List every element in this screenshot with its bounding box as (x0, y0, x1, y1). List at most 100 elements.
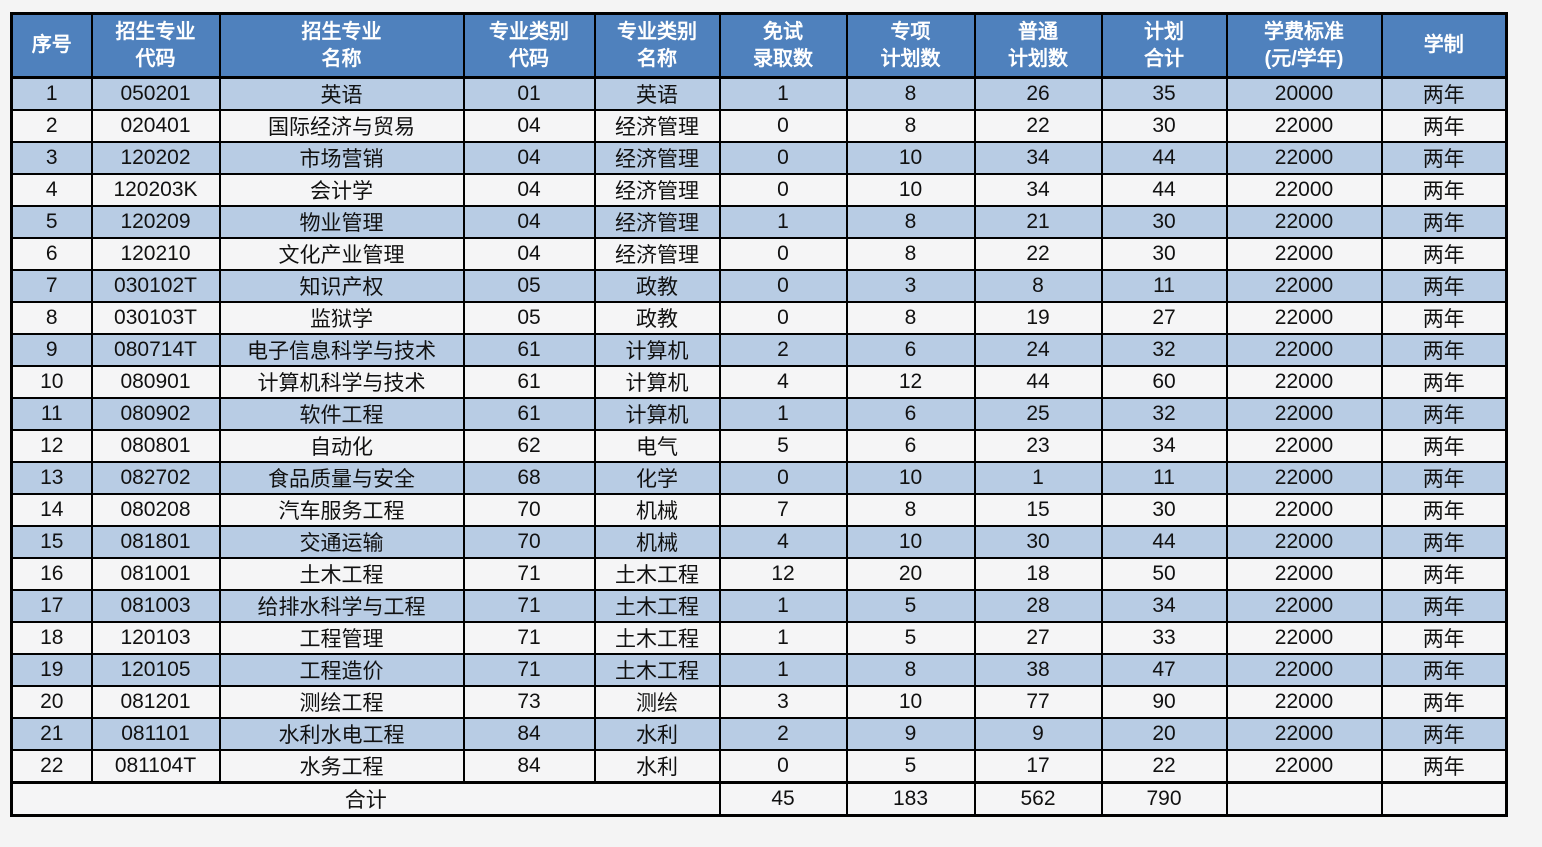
cell-regular-count: 17 (973, 749, 1103, 784)
table-row: 2 020401 国际经济与贸易 04 经济管理 0 8 22 30 22000 两年 (10, 109, 1508, 143)
header-plan-total: 计划 合计 (1100, 12, 1228, 79)
table-row: 15 081801 交通运输 70 机械 4 10 30 44 22000 两年 (10, 525, 1508, 559)
cell-major-code: 020401 (90, 109, 221, 143)
cell-major-code: 030103T (90, 301, 221, 335)
total-row: 合计 45 183 562 790 (10, 781, 1508, 817)
cell-major-code: 082702 (90, 461, 221, 495)
cell-special-count: 8 (845, 76, 976, 111)
cell-category-name: 化学 (593, 461, 721, 495)
cell-plan-total: 33 (1100, 621, 1228, 655)
total-cell-tuition (1225, 781, 1383, 817)
cell-major-code: 080208 (90, 493, 221, 527)
cell-major-name: 会计学 (218, 173, 465, 207)
table-row: 10 080901 计算机科学与技术 61 计算机 4 12 44 60 22000 两年 (10, 365, 1508, 399)
header-regular-count: 普通 计划数 (973, 12, 1103, 79)
cell-major-name: 市场营销 (218, 141, 465, 175)
cell-tuition: 22000 (1225, 525, 1383, 559)
cell-plan-total: 30 (1100, 237, 1228, 271)
cell-major-name: 知识产权 (218, 269, 465, 303)
header-special-count: 专项 计划数 (845, 12, 976, 79)
cell-major-name: 水务工程 (218, 749, 465, 784)
cell-exempt-count: 1 (718, 653, 848, 687)
cell-category-name: 水利 (593, 717, 721, 751)
cell-seq: 6 (10, 237, 93, 271)
cell-category-code: 01 (462, 76, 596, 111)
cell-major-code: 080902 (90, 397, 221, 431)
cell-major-code: 081104T (90, 749, 221, 784)
total-label: 合计 (10, 781, 721, 817)
cell-seq: 19 (10, 653, 93, 687)
cell-duration: 两年 (1380, 365, 1508, 399)
cell-duration: 两年 (1380, 76, 1508, 111)
cell-duration: 两年 (1380, 333, 1508, 367)
cell-category-name: 经济管理 (593, 141, 721, 175)
cell-category-name: 土木工程 (593, 621, 721, 655)
cell-major-name: 国际经济与贸易 (218, 109, 465, 143)
cell-regular-count: 19 (973, 301, 1103, 335)
cell-category-name: 电气 (593, 429, 721, 463)
cell-regular-count: 18 (973, 557, 1103, 591)
cell-plan-total: 32 (1100, 397, 1228, 431)
cell-exempt-count: 2 (718, 717, 848, 751)
cell-regular-count: 38 (973, 653, 1103, 687)
cell-duration: 两年 (1380, 397, 1508, 431)
header-major-name: 招生专业 名称 (218, 12, 465, 79)
cell-seq: 1 (10, 76, 93, 111)
cell-tuition: 22000 (1225, 237, 1383, 271)
cell-duration: 两年 (1380, 589, 1508, 623)
cell-category-name: 经济管理 (593, 173, 721, 207)
cell-major-code: 120210 (90, 237, 221, 271)
cell-plan-total: 30 (1100, 109, 1228, 143)
cell-special-count: 9 (845, 717, 976, 751)
cell-category-code: 61 (462, 397, 596, 431)
table-row: 22 081104T 水务工程 84 水利 0 5 17 22 22000 两年 (10, 749, 1508, 784)
cell-seq: 10 (10, 365, 93, 399)
cell-major-code: 030102T (90, 269, 221, 303)
cell-duration: 两年 (1380, 557, 1508, 591)
table-row: 9 080714T 电子信息科学与技术 61 计算机 2 6 24 32 22000 两年 (10, 333, 1508, 367)
cell-major-name: 测绘工程 (218, 685, 465, 719)
total-cell-duration (1380, 781, 1508, 817)
cell-regular-count: 77 (973, 685, 1103, 719)
cell-category-name: 机械 (593, 525, 721, 559)
cell-tuition: 22000 (1225, 205, 1383, 239)
cell-exempt-count: 0 (718, 173, 848, 207)
cell-category-code: 68 (462, 461, 596, 495)
cell-duration: 两年 (1380, 237, 1508, 271)
total-cell-regular-count: 562 (973, 781, 1103, 817)
cell-exempt-count: 4 (718, 525, 848, 559)
cell-category-name: 土木工程 (593, 557, 721, 591)
cell-regular-count: 24 (973, 333, 1103, 367)
cell-tuition: 22000 (1225, 173, 1383, 207)
cell-major-name: 监狱学 (218, 301, 465, 335)
cell-exempt-count: 0 (718, 237, 848, 271)
cell-regular-count: 9 (973, 717, 1103, 751)
cell-major-name: 土木工程 (218, 557, 465, 591)
cell-major-name: 食品质量与安全 (218, 461, 465, 495)
cell-duration: 两年 (1380, 685, 1508, 719)
cell-seq: 21 (10, 717, 93, 751)
cell-category-name: 计算机 (593, 397, 721, 431)
table-row: 4 120203K 会计学 04 经济管理 0 10 34 44 22000 两年 (10, 173, 1508, 207)
cell-regular-count: 21 (973, 205, 1103, 239)
cell-major-code: 081003 (90, 589, 221, 623)
cell-special-count: 10 (845, 461, 976, 495)
cell-category-code: 61 (462, 333, 596, 367)
cell-exempt-count: 0 (718, 301, 848, 335)
cell-regular-count: 23 (973, 429, 1103, 463)
cell-regular-count: 34 (973, 173, 1103, 207)
cell-tuition: 22000 (1225, 365, 1383, 399)
cell-duration: 两年 (1380, 205, 1508, 239)
cell-special-count: 8 (845, 109, 976, 143)
cell-tuition: 22000 (1225, 493, 1383, 527)
cell-duration: 两年 (1380, 109, 1508, 143)
cell-major-name: 水利水电工程 (218, 717, 465, 751)
cell-regular-count: 25 (973, 397, 1103, 431)
cell-special-count: 6 (845, 397, 976, 431)
cell-major-name: 计算机科学与技术 (218, 365, 465, 399)
cell-plan-total: 11 (1100, 461, 1228, 495)
cell-tuition: 22000 (1225, 749, 1383, 784)
cell-special-count: 8 (845, 653, 976, 687)
cell-seq: 7 (10, 269, 93, 303)
cell-tuition: 22000 (1225, 269, 1383, 303)
